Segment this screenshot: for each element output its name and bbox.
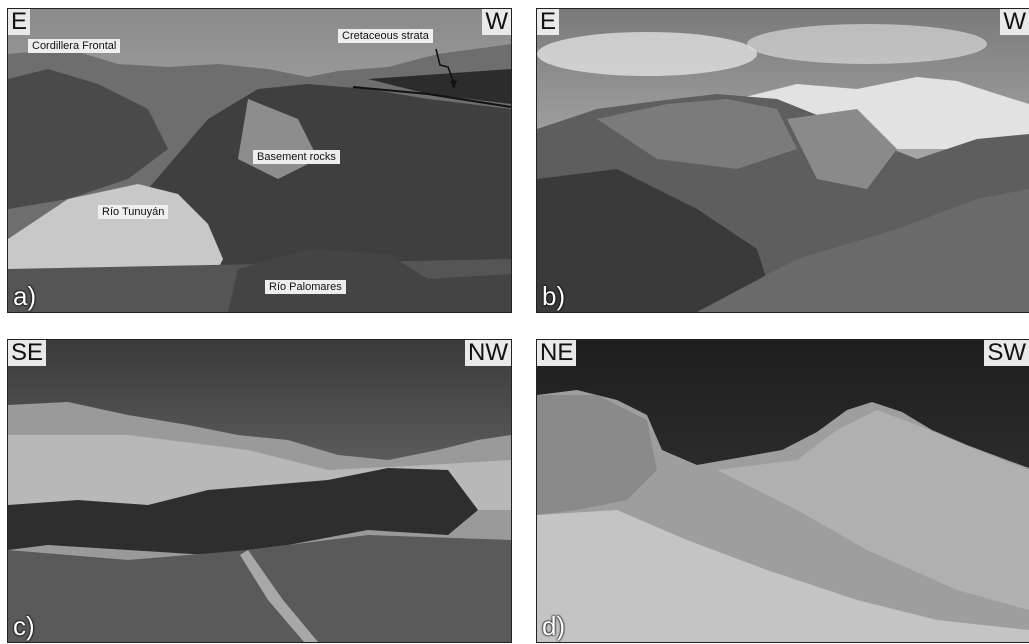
- photo-panel-a: E W Cordillera Frontal Cretaceous strata…: [7, 8, 512, 313]
- panel-label: a): [13, 281, 37, 311]
- orientation-label-left: E: [537, 9, 560, 35]
- orientation-label-right: SW: [984, 340, 1029, 366]
- orientation-label-right: W: [1000, 9, 1029, 35]
- annotation-rio-palomares: Río Palomares: [265, 280, 346, 294]
- panel-label: b): [542, 281, 566, 311]
- photo-panel-c: SE NW c): [7, 339, 512, 643]
- photo-d-landscape: [537, 340, 1029, 642]
- photo-c-landscape: [8, 340, 511, 642]
- orientation-label-right: W: [482, 9, 511, 35]
- orientation-label-left: NE: [537, 340, 577, 366]
- annotation-cretaceous-strata: Cretaceous strata: [338, 29, 433, 43]
- orientation-label-left: E: [8, 9, 31, 35]
- panel-label: d): [542, 611, 566, 641]
- photo-panel-b: E W b): [536, 8, 1029, 313]
- orientation-label-left: SE: [8, 340, 47, 366]
- annotation-cordillera-frontal: Cordillera Frontal: [28, 39, 121, 53]
- annotation-basement-rocks: Basement rocks: [253, 150, 340, 164]
- photo-b-landscape: [537, 9, 1029, 312]
- orientation-label-right: NW: [465, 340, 511, 366]
- annotation-rio-tunuyan: Río Tunuyán: [98, 205, 169, 219]
- photo-panel-d: NE SW d): [536, 339, 1029, 643]
- panel-label: c): [13, 611, 35, 641]
- photo-a-landscape: [8, 9, 511, 312]
